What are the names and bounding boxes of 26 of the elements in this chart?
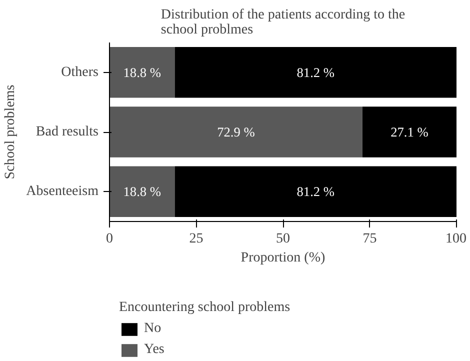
data-label: 18.8 % <box>123 64 162 80</box>
data-label: 18.8 % <box>123 184 162 200</box>
legend-label: Yes <box>144 342 164 358</box>
data-label: 81.2 % <box>296 184 335 200</box>
legend-label: No <box>144 321 162 337</box>
bar <box>110 106 362 158</box>
x-tick-label: 0 <box>106 232 113 246</box>
bar <box>110 166 175 218</box>
legend-title: Encountering school problems <box>119 300 290 316</box>
y-tick-label: Others <box>61 64 99 80</box>
bar <box>174 46 456 98</box>
data-label: 81.2 % <box>296 64 335 80</box>
x-tick-label: 50 <box>276 232 290 246</box>
chart-title: Distribution of the patients according to the school problmes <box>160 8 406 38</box>
y-axis-title: School problems <box>3 84 18 180</box>
data-label: 27.1 % <box>390 124 428 140</box>
data-label: 72.9 % <box>217 124 255 140</box>
x-tick-label: 25 <box>189 232 204 246</box>
y-tick-label: Bad results <box>36 124 99 140</box>
bar <box>174 166 456 218</box>
y-tick-label: Absenteeism <box>26 184 99 200</box>
bar <box>362 106 456 158</box>
x-tick-label: 100 <box>446 232 466 246</box>
x-tick-label: 75 <box>362 232 377 246</box>
x-axis-title: Proportion (%) <box>240 250 326 266</box>
bar <box>110 46 175 98</box>
